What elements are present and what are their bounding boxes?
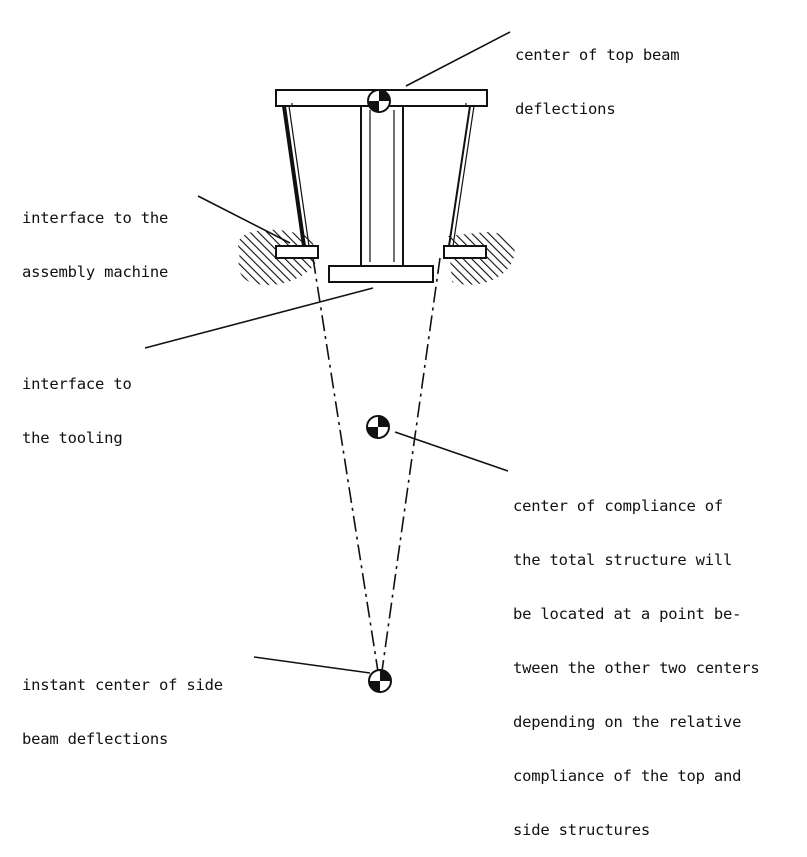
label-line: depending on the relative xyxy=(513,713,742,731)
label-line: the total structure will xyxy=(513,551,733,569)
label-line: beam deflections xyxy=(22,730,169,748)
compliance-diagram xyxy=(144,31,515,693)
left-mount-plate xyxy=(275,245,319,259)
label-line: be located at a point be- xyxy=(513,605,742,623)
label-line: tween the other two centers xyxy=(513,659,760,677)
leader-tooling xyxy=(144,287,374,349)
label-line: center of top beam xyxy=(515,46,680,64)
label-line: interface to the xyxy=(22,209,169,227)
label-line: center of compliance of xyxy=(513,497,724,515)
right-mount-plate xyxy=(443,245,487,259)
label-line: instant center of side xyxy=(22,676,223,694)
label-line: side structures xyxy=(513,821,650,839)
left-side-beam xyxy=(282,106,306,246)
label-side-beam: instant center of side beam deflections xyxy=(22,640,223,766)
label-line: the tooling xyxy=(22,429,123,447)
right-extension-line xyxy=(380,257,441,679)
label-top-beam: center of top beam deflections xyxy=(515,10,680,136)
label-line: deflections xyxy=(515,100,616,118)
leader-top-beam xyxy=(405,31,511,87)
leader-assembly xyxy=(197,195,291,244)
top-beam-center-symbol xyxy=(367,89,391,113)
label-assembly-interface: interface to the assembly machine xyxy=(22,173,168,299)
tooling-flange xyxy=(328,265,434,283)
instant-center-symbol xyxy=(368,669,392,693)
leader-side-beam xyxy=(253,656,371,674)
label-line: assembly machine xyxy=(22,263,169,281)
compliance-center-symbol xyxy=(366,415,390,439)
label-tooling-interface: interface to the tooling xyxy=(22,339,132,465)
central-web xyxy=(360,105,404,267)
left-extension-line xyxy=(312,257,380,679)
label-line: interface to xyxy=(22,375,132,393)
leader-compliance xyxy=(394,431,509,472)
label-compliance-center: center of compliance of the total struct… xyxy=(513,461,760,857)
label-line: compliance of the top and xyxy=(513,767,742,785)
right-side-beam xyxy=(448,105,471,247)
